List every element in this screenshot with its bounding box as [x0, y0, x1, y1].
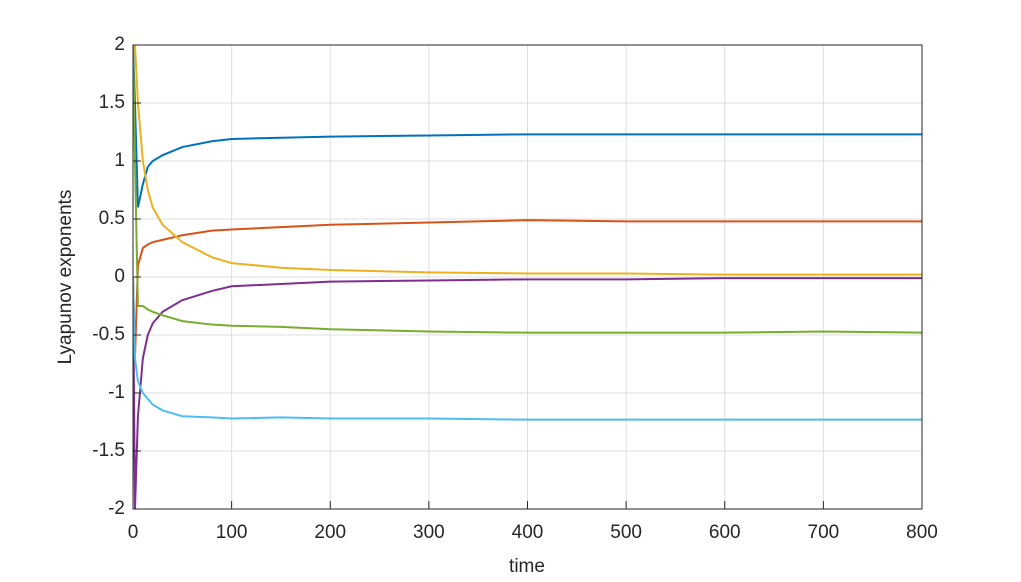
y-tick-label: -0.5 [92, 324, 125, 345]
x-tick-label: 100 [216, 522, 248, 543]
y-tick-label: 0.5 [99, 208, 125, 229]
y-tick-label: -1.5 [92, 440, 125, 461]
series-line [133, 45, 922, 276]
y-tick-label: 1.5 [99, 92, 125, 113]
series-line [133, 276, 922, 421]
series-line [133, 45, 922, 334]
x-tick-label: 800 [906, 522, 938, 543]
y-tick-label: 2 [114, 34, 125, 55]
series-line [133, 219, 922, 359]
x-tick-label: 500 [610, 522, 642, 543]
series-line [133, 45, 922, 208]
ticks: 0 100 200 300 400 500 600 700 800 -2 -1.5 -1 -0.5 0 0.… [92, 34, 938, 543]
y-tick-label: -2 [108, 498, 125, 519]
y-tick-label: 1 [114, 150, 125, 171]
x-tick-label: 400 [512, 522, 544, 543]
plot-lines [133, 45, 922, 509]
y-axis-label: Lyapunov exponents [55, 190, 76, 365]
y-tick-label: 0 [114, 266, 125, 287]
x-axis-label: time [509, 556, 545, 577]
series-line [133, 276, 922, 509]
x-tick-label: 0 [128, 522, 139, 543]
x-tick-label: 300 [413, 522, 445, 543]
x-tick-label: 700 [808, 522, 840, 543]
x-tick-label: 600 [709, 522, 741, 543]
y-tick-label: -1 [108, 382, 125, 403]
x-tick-label: 200 [314, 522, 346, 543]
